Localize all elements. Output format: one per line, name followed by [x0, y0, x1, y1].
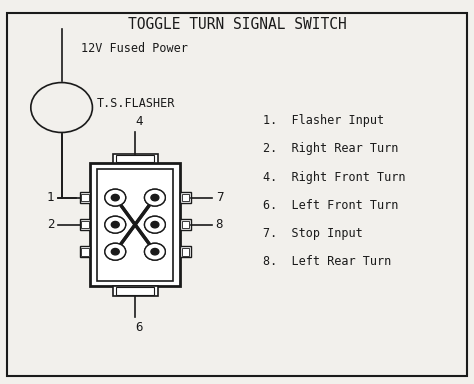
- Circle shape: [145, 189, 165, 206]
- Circle shape: [111, 194, 119, 201]
- Circle shape: [111, 222, 119, 228]
- FancyBboxPatch shape: [107, 193, 124, 203]
- Bar: [112, 286, 157, 296]
- Circle shape: [151, 248, 159, 255]
- Circle shape: [145, 216, 165, 233]
- Circle shape: [111, 248, 119, 255]
- Text: 1.  Flasher Input: 1. Flasher Input: [263, 114, 384, 127]
- Text: 1: 1: [47, 191, 55, 204]
- Circle shape: [151, 194, 159, 201]
- Circle shape: [111, 248, 119, 255]
- Circle shape: [111, 194, 119, 201]
- Circle shape: [151, 194, 159, 201]
- Circle shape: [145, 189, 165, 206]
- FancyBboxPatch shape: [146, 193, 164, 203]
- Bar: [80, 192, 90, 203]
- Bar: [180, 219, 191, 230]
- Circle shape: [151, 222, 159, 228]
- Bar: [81, 221, 89, 228]
- Bar: [182, 248, 189, 255]
- Circle shape: [105, 189, 126, 206]
- Bar: [182, 194, 189, 202]
- Bar: [80, 219, 90, 230]
- Circle shape: [105, 216, 126, 233]
- Circle shape: [105, 243, 126, 260]
- Bar: [182, 221, 189, 228]
- Text: 2: 2: [47, 218, 55, 231]
- FancyBboxPatch shape: [107, 247, 124, 257]
- Circle shape: [145, 216, 165, 233]
- Circle shape: [111, 222, 119, 228]
- Bar: [180, 246, 191, 257]
- Bar: [117, 287, 154, 295]
- Text: 7.  Stop Input: 7. Stop Input: [263, 227, 363, 240]
- Bar: [90, 163, 180, 286]
- Bar: [112, 154, 157, 163]
- FancyBboxPatch shape: [107, 220, 124, 230]
- Circle shape: [105, 189, 126, 206]
- FancyBboxPatch shape: [146, 220, 164, 230]
- Text: 8.  Left Rear Turn: 8. Left Rear Turn: [263, 255, 392, 268]
- Text: 12V Fused Power: 12V Fused Power: [81, 41, 187, 55]
- Text: T.S.FLASHER: T.S.FLASHER: [97, 97, 175, 110]
- Circle shape: [145, 243, 165, 260]
- Circle shape: [151, 222, 159, 228]
- Circle shape: [145, 243, 165, 260]
- Circle shape: [105, 216, 126, 233]
- Bar: [81, 248, 89, 255]
- Bar: [80, 246, 90, 257]
- Circle shape: [105, 243, 126, 260]
- Bar: [180, 192, 191, 203]
- Circle shape: [151, 248, 159, 255]
- Bar: [117, 155, 154, 162]
- Text: 6: 6: [135, 321, 143, 334]
- Text: 8: 8: [216, 218, 223, 231]
- Text: 4: 4: [135, 115, 143, 128]
- Text: 6.  Left Front Turn: 6. Left Front Turn: [263, 199, 399, 212]
- Text: 7: 7: [216, 191, 223, 204]
- Text: 2.  Right Rear Turn: 2. Right Rear Turn: [263, 142, 399, 156]
- Bar: [97, 169, 173, 281]
- Text: 4.  Right Front Turn: 4. Right Front Turn: [263, 170, 406, 184]
- Text: TOGGLE TURN SIGNAL SWITCH: TOGGLE TURN SIGNAL SWITCH: [128, 17, 346, 32]
- Bar: [81, 194, 89, 202]
- FancyBboxPatch shape: [146, 247, 164, 257]
